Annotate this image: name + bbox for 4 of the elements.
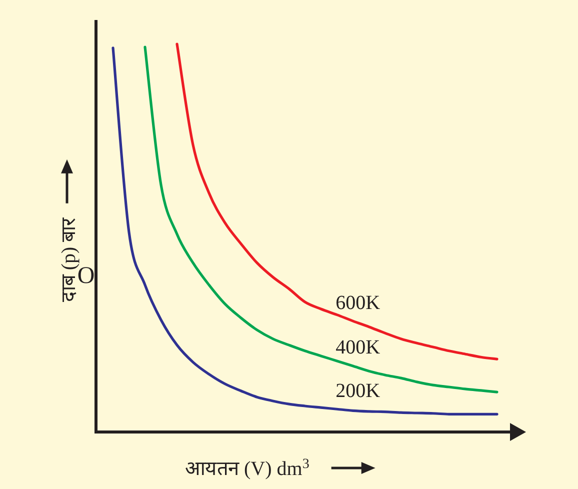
x-axis-title: आयतन (V) dm$^{3}$ bbox=[185, 456, 310, 480]
series-label: 200K bbox=[336, 380, 381, 402]
series-label: 400K bbox=[336, 336, 381, 359]
series-label: 600K bbox=[336, 292, 381, 314]
